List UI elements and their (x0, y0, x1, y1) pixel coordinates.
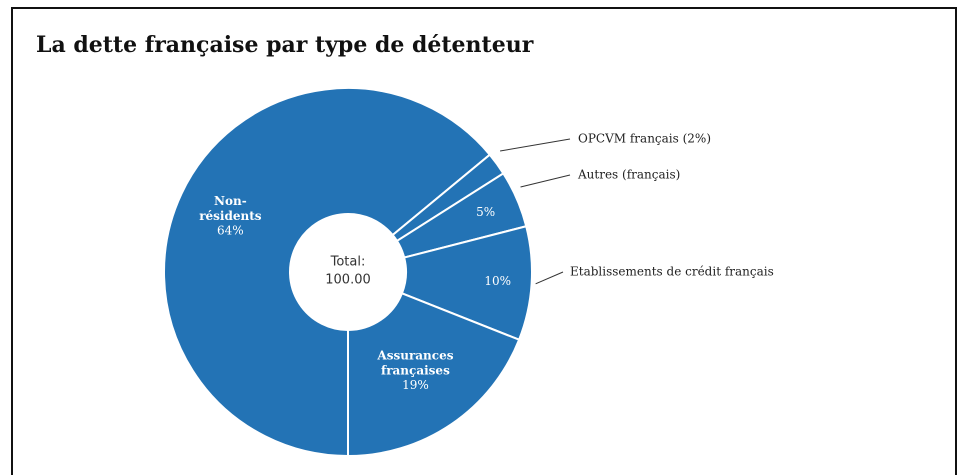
slice-value-label: 10% (484, 274, 511, 288)
callout-line (535, 271, 564, 285)
donut-hole (291, 215, 405, 329)
slice-name: Autres (français) (577, 168, 680, 182)
donut-slice (163, 87, 492, 458)
slice-value-label: 5% (476, 205, 495, 219)
slice-value-label: 19% (402, 378, 429, 392)
callout-line (500, 138, 571, 152)
slice-name: OPCVM français (2%) (578, 132, 711, 146)
total-value: 100.00 (325, 273, 371, 288)
callout-line (520, 174, 571, 188)
chart-title: La dette française par type de détenteur (36, 32, 534, 58)
center-label: Total: (330, 255, 366, 270)
donut-slice (347, 292, 521, 458)
slice-name: Non-résidents (199, 194, 262, 223)
slice-name: Etablissements de crédit français (570, 265, 774, 279)
slice-value-label: 64% (217, 224, 244, 238)
donut-slice (400, 225, 533, 342)
slice-name: Assurances françaises (376, 348, 453, 377)
